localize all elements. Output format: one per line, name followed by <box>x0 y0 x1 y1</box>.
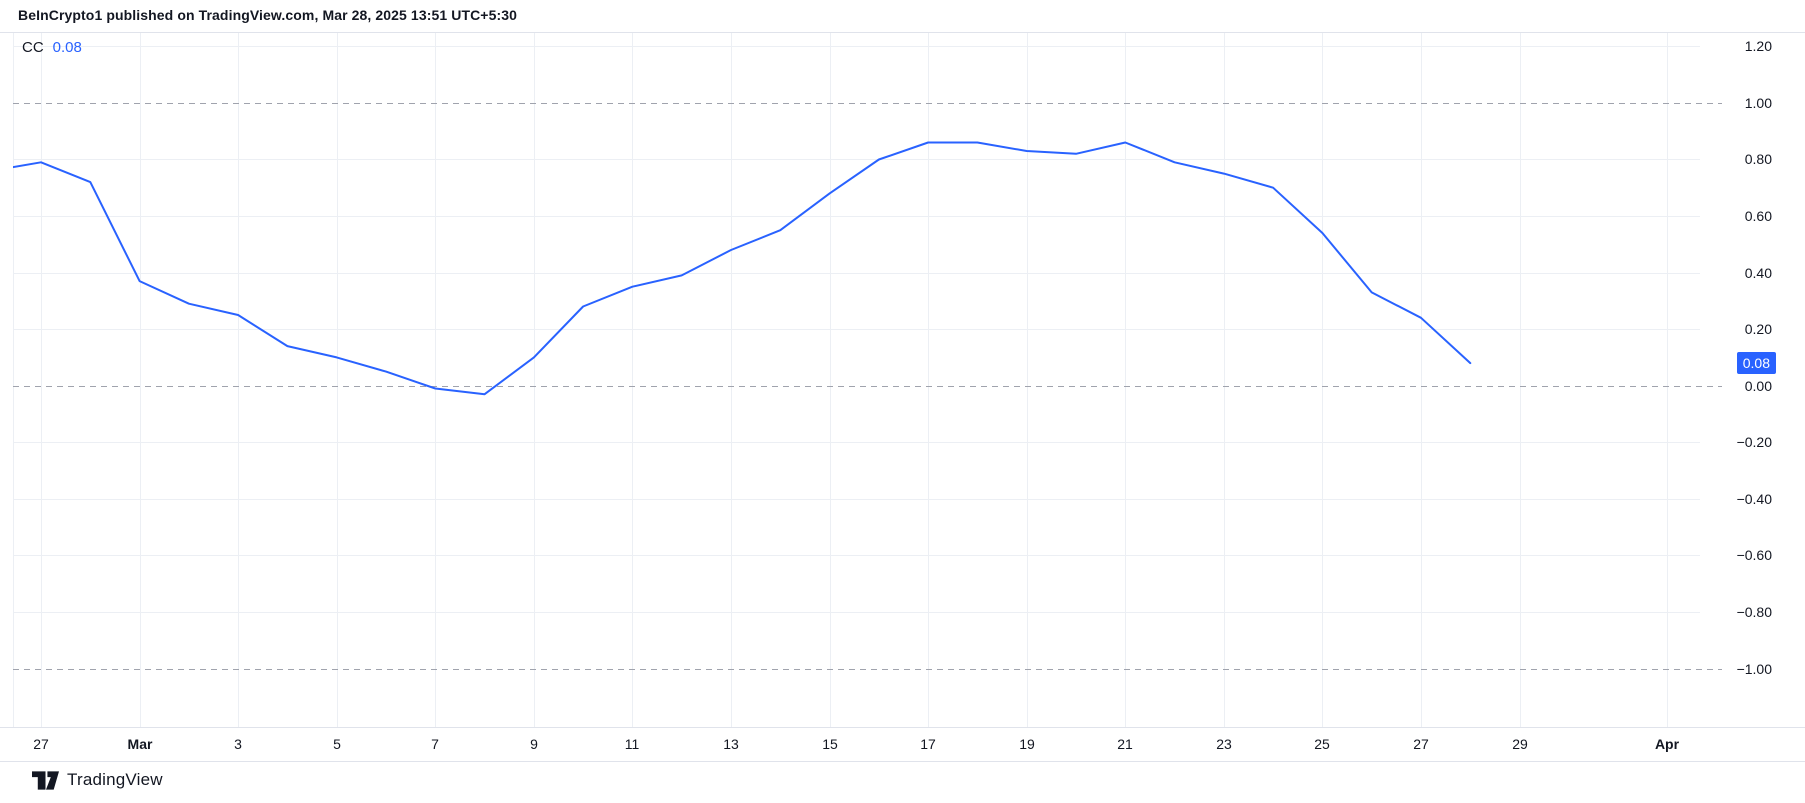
tradingview-logo-icon <box>32 770 59 790</box>
time-axis-label: 5 <box>333 736 341 752</box>
price-axis[interactable]: 0.08 1.20 1.00 0.80 0.60 0.40 0.20 0.00 −0.20 −0… <box>1700 0 1805 761</box>
time-axis-label: 9 <box>530 736 538 752</box>
time-axis-label: 3 <box>234 736 242 752</box>
tradingview-branding[interactable]: TradingView <box>32 768 163 792</box>
publish-watermark: BeInCrypto1 published on TradingView.com… <box>18 7 517 23</box>
time-axis-label: 27 <box>33 736 49 752</box>
price-axis-label: −0.80 <box>1736 604 1772 620</box>
time-axis-label: 7 <box>431 736 439 752</box>
time-axis-label: 29 <box>1512 736 1528 752</box>
time-axis-label: 27 <box>1413 736 1429 752</box>
price-axis-label: 0.40 <box>1744 265 1772 281</box>
price-axis-label: −0.20 <box>1736 434 1772 450</box>
price-axis-label: −1.00 <box>1736 661 1772 677</box>
time-axis-label: 13 <box>723 736 739 752</box>
indicator-value: 0.08 <box>52 39 82 56</box>
price-axis-label: 0.80 <box>1744 151 1772 167</box>
time-axis-label: 11 <box>624 736 640 752</box>
time-axis-label: 15 <box>822 736 838 752</box>
time-axis-label: 19 <box>1019 736 1035 752</box>
time-axis-label: 21 <box>1117 736 1133 752</box>
tradingview-wordmark: TradingView <box>67 770 163 789</box>
price-axis-label: 0.00 <box>1744 378 1772 394</box>
price-axis-label: 0.60 <box>1744 208 1772 224</box>
cc-series-line <box>13 141 1472 396</box>
indicator-title: CC <box>22 39 44 56</box>
time-axis-label: 17 <box>920 736 936 752</box>
price-axis-label: 0.20 <box>1744 321 1772 337</box>
time-axis-label: Mar <box>127 736 153 752</box>
price-axis-label: −0.60 <box>1736 547 1772 563</box>
time-axis-label: 25 <box>1314 736 1330 752</box>
price-axis-label: −0.40 <box>1736 491 1772 507</box>
indicator-legend[interactable]: CC 0.08 <box>22 39 82 56</box>
price-axis-label: 1.20 <box>1744 38 1772 54</box>
time-axis-label: Apr <box>1654 736 1680 752</box>
time-axis[interactable]: 27 Mar 3 5 7 9 11 13 15 17 19 21 23 25 27 29 Apr <box>0 727 1805 761</box>
price-axis-label: 1.00 <box>1744 95 1772 111</box>
last-value-badge: 0.08 <box>1736 352 1776 374</box>
time-axis-label: 23 <box>1216 736 1232 752</box>
